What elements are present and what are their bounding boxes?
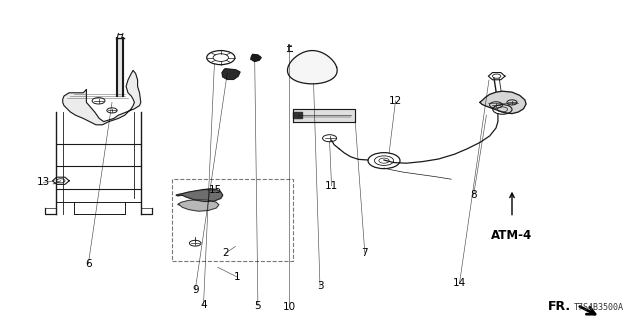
- Polygon shape: [480, 91, 526, 114]
- Text: 3: 3: [317, 281, 323, 292]
- Text: 1: 1: [234, 272, 240, 282]
- Text: ATM-4: ATM-4: [492, 229, 532, 242]
- Text: 7: 7: [362, 248, 368, 258]
- Polygon shape: [251, 54, 261, 61]
- Polygon shape: [293, 109, 355, 122]
- Polygon shape: [222, 69, 240, 79]
- Text: 2: 2: [223, 248, 229, 258]
- Bar: [172, 179, 293, 261]
- Polygon shape: [287, 51, 337, 84]
- Text: 5: 5: [255, 301, 261, 311]
- Text: 9: 9: [192, 285, 198, 295]
- Text: 11: 11: [325, 180, 338, 191]
- Text: 6: 6: [85, 259, 92, 269]
- Text: 13: 13: [37, 177, 50, 188]
- Polygon shape: [178, 200, 219, 211]
- Text: 15: 15: [209, 185, 221, 196]
- Text: 8: 8: [470, 190, 477, 200]
- Polygon shape: [176, 189, 223, 202]
- Text: 10: 10: [283, 302, 296, 312]
- Polygon shape: [63, 70, 141, 125]
- Text: FR.: FR.: [548, 300, 571, 313]
- Text: 4: 4: [200, 300, 207, 310]
- Text: 12: 12: [389, 96, 402, 106]
- Text: T7S4B3500A: T7S4B3500A: [574, 303, 624, 312]
- Text: 14: 14: [453, 278, 466, 288]
- Polygon shape: [293, 112, 302, 118]
